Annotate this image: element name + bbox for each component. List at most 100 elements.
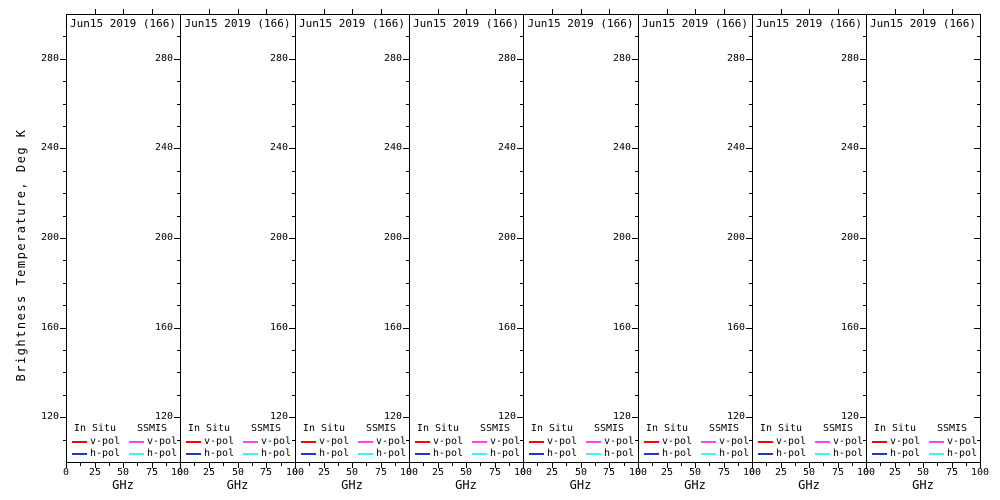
y-tick-label: 120: [383, 411, 402, 422]
y-minor-tick: [63, 395, 66, 396]
y-minor-tick: [292, 305, 295, 306]
y-major-tick: [174, 59, 180, 60]
x-minor-tick: [766, 463, 767, 466]
x-minor-tick: [309, 463, 310, 466]
x-tick-label: 25: [545, 467, 559, 478]
y-major-tick: [403, 238, 409, 239]
x-axis-unit-label: GHz: [226, 478, 249, 492]
y-minor-tick: [635, 260, 638, 261]
y-minor-tick: [977, 126, 980, 127]
y-major-tick: [746, 417, 752, 418]
x-tick-label: 0: [519, 467, 527, 478]
x-major-tick: [952, 463, 953, 468]
y-major-tick: [60, 417, 66, 418]
y-minor-tick: [520, 36, 523, 37]
x-tick-label: 100: [285, 467, 305, 478]
y-minor-tick: [292, 260, 295, 261]
x-major-tick: [66, 463, 67, 468]
x-tick-label: 50: [688, 467, 702, 478]
y-minor-tick: [63, 104, 66, 105]
x-major-tick: [980, 463, 981, 468]
y-minor-tick: [863, 216, 866, 217]
y-minor-tick: [863, 104, 866, 105]
y-minor-tick: [292, 372, 295, 373]
x-tick-label: 75: [717, 467, 731, 478]
legend-v-pol-swatch: [186, 441, 201, 443]
x-minor-tick: [595, 463, 596, 466]
x-minor-tick: [80, 463, 81, 466]
x-tick-label: 0: [62, 467, 70, 478]
y-minor-tick: [977, 283, 980, 284]
y-tick-label: 200: [154, 232, 173, 243]
y-major-tick: [860, 328, 866, 329]
y-major-tick: [289, 328, 295, 329]
y-minor-tick: [406, 372, 409, 373]
y-minor-tick: [749, 305, 752, 306]
x-major-tick: [895, 463, 896, 468]
y-minor-tick: [406, 81, 409, 82]
y-minor-tick: [520, 193, 523, 194]
legend-v-pol-label: v-pol: [490, 436, 521, 447]
y-axis-line: [866, 14, 867, 463]
legend-h-pol-swatch: [929, 453, 944, 455]
x-tick-label: 100: [742, 467, 762, 478]
y-minor-tick: [635, 440, 638, 441]
y-minor-tick: [177, 395, 180, 396]
legend-h-pol-label: h-pol: [662, 448, 693, 459]
legend-h-pol-label: h-pol: [147, 448, 178, 459]
y-major-tick: [403, 59, 409, 60]
y-minor-tick: [977, 350, 980, 351]
x-tick-label: 50: [345, 467, 359, 478]
x-axis-unit-label: GHz: [798, 478, 820, 492]
y-minor-tick: [863, 193, 866, 194]
x-minor-tick: [652, 463, 653, 466]
x-minor-tick: [395, 463, 396, 466]
x-tick-label: 75: [374, 467, 388, 478]
y-axis-line: [66, 14, 67, 463]
x-tick-label: 100: [628, 467, 648, 478]
legend-h-pol-swatch: [72, 453, 87, 455]
subplot-title: Jun15 2019 (166): [870, 17, 976, 30]
y-minor-tick: [635, 126, 638, 127]
y-minor-tick: [292, 440, 295, 441]
x-major-tick: [667, 463, 668, 468]
y-major-tick: [403, 417, 409, 418]
x-minor-tick: [509, 463, 510, 466]
y-major-tick: [60, 328, 66, 329]
y-minor-tick: [63, 305, 66, 306]
legend-group-title: In Situ: [73, 423, 117, 434]
y-minor-tick: [406, 193, 409, 194]
y-major-tick: [746, 238, 752, 239]
x-minor-tick: [223, 463, 224, 466]
legend-group-title: In Situ: [530, 423, 574, 434]
x-minor-tick: [281, 463, 282, 466]
x-tick-label: 50: [802, 467, 816, 478]
y-minor-tick: [635, 372, 638, 373]
x-axis-unit-label: GHz: [912, 478, 934, 492]
y-minor-tick: [63, 283, 66, 284]
y-minor-tick: [292, 216, 295, 217]
y-minor-tick: [635, 171, 638, 172]
x-top-tick: [324, 9, 325, 14]
x-tick-label: 75: [488, 467, 502, 478]
legend-group-title: SSMIS: [250, 423, 282, 434]
x-tick-label: 0: [862, 467, 870, 478]
x-major-tick: [809, 463, 810, 468]
x-major-tick: [552, 463, 553, 468]
y-major-tick: [517, 238, 523, 239]
x-top-tick: [923, 9, 924, 14]
y-minor-tick: [635, 81, 638, 82]
y-minor-tick: [292, 81, 295, 82]
x-major-tick: [180, 463, 181, 468]
y-minor-tick: [635, 36, 638, 37]
x-minor-tick: [966, 463, 967, 466]
x-tick-label: 50: [916, 467, 930, 478]
y-major-tick: [174, 328, 180, 329]
legend-v-pol-swatch: [415, 441, 430, 443]
x-major-tick: [695, 463, 696, 468]
x-major-tick: [495, 463, 496, 468]
y-minor-tick: [520, 283, 523, 284]
y-minor-tick: [520, 104, 523, 105]
legend-v-pol-swatch: [586, 441, 601, 443]
x-tick-label: 100: [970, 467, 990, 478]
